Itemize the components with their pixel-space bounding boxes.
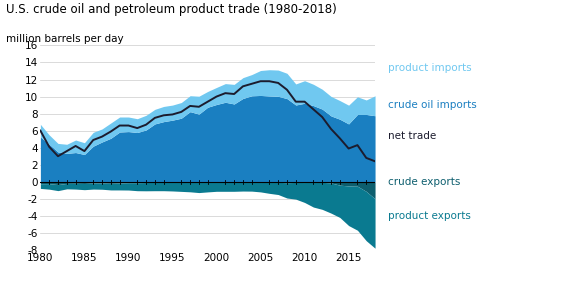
Text: net trade: net trade (388, 131, 436, 141)
Text: crude oil imports: crude oil imports (388, 100, 477, 110)
Text: U.S. crude oil and petroleum product trade (1980-2018): U.S. crude oil and petroleum product tra… (6, 3, 336, 16)
Text: product exports: product exports (388, 211, 471, 221)
Text: crude exports: crude exports (388, 177, 460, 187)
Text: million barrels per day: million barrels per day (6, 34, 123, 44)
Text: product imports: product imports (388, 63, 471, 73)
